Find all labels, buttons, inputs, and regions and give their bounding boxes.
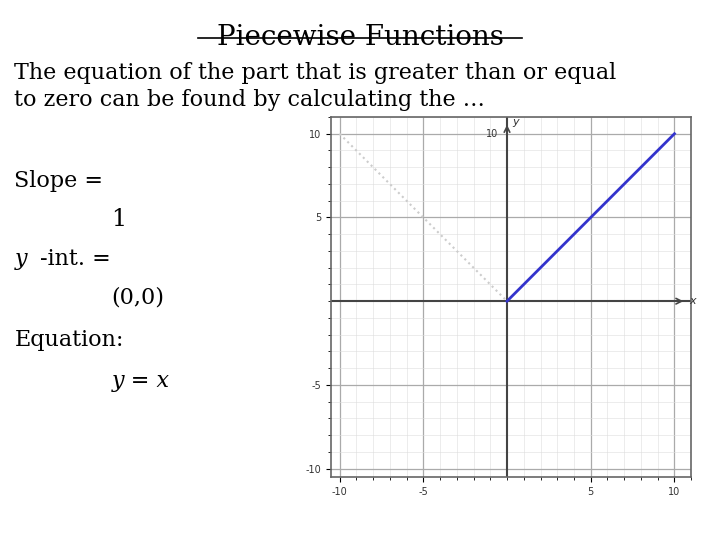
Text: Piecewise Functions: Piecewise Functions (217, 24, 503, 51)
Text: 1: 1 (112, 208, 127, 231)
Text: y: y (512, 117, 518, 127)
Text: The equation of the part that is greater than or equal: The equation of the part that is greater… (14, 62, 616, 84)
Text: to zero can be found by calculating the …: to zero can be found by calculating the … (14, 89, 485, 111)
Text: Equation:: Equation: (14, 329, 124, 352)
Text: x: x (690, 296, 696, 306)
Text: y = x: y = x (112, 370, 170, 392)
Text: 10: 10 (487, 129, 499, 139)
Text: (0,0): (0,0) (112, 286, 165, 308)
Text: Slope =: Slope = (14, 170, 104, 192)
Text: -int. =: -int. = (40, 248, 110, 271)
Text: y: y (14, 248, 27, 271)
